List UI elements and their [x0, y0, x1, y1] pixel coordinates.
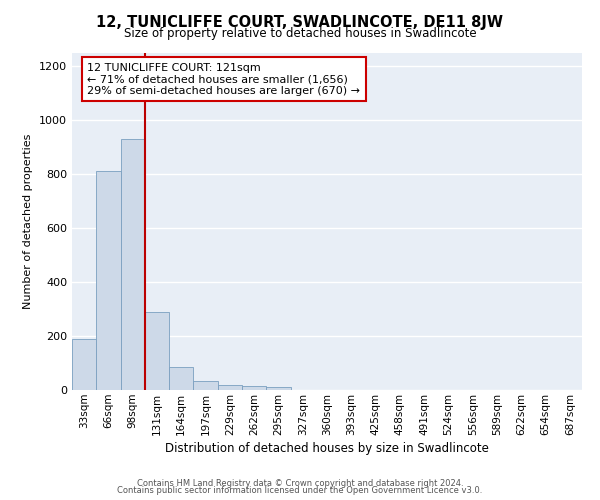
- Bar: [96, 172, 121, 390]
- Bar: [121, 139, 145, 390]
- Bar: [266, 388, 290, 390]
- Text: Contains public sector information licensed under the Open Government Licence v3: Contains public sector information licen…: [118, 486, 482, 495]
- Text: 12, TUNICLIFFE COURT, SWADLINCOTE, DE11 8JW: 12, TUNICLIFFE COURT, SWADLINCOTE, DE11 …: [97, 15, 503, 30]
- Bar: [218, 384, 242, 390]
- Text: 12 TUNICLIFFE COURT: 121sqm
← 71% of detached houses are smaller (1,656)
29% of : 12 TUNICLIFFE COURT: 121sqm ← 71% of det…: [88, 62, 360, 96]
- Text: Size of property relative to detached houses in Swadlincote: Size of property relative to detached ho…: [124, 28, 476, 40]
- Bar: [72, 338, 96, 390]
- Bar: [242, 386, 266, 390]
- Text: Contains HM Land Registry data © Crown copyright and database right 2024.: Contains HM Land Registry data © Crown c…: [137, 478, 463, 488]
- Bar: [193, 380, 218, 390]
- X-axis label: Distribution of detached houses by size in Swadlincote: Distribution of detached houses by size …: [165, 442, 489, 455]
- Bar: [145, 312, 169, 390]
- Y-axis label: Number of detached properties: Number of detached properties: [23, 134, 34, 309]
- Bar: [169, 367, 193, 390]
